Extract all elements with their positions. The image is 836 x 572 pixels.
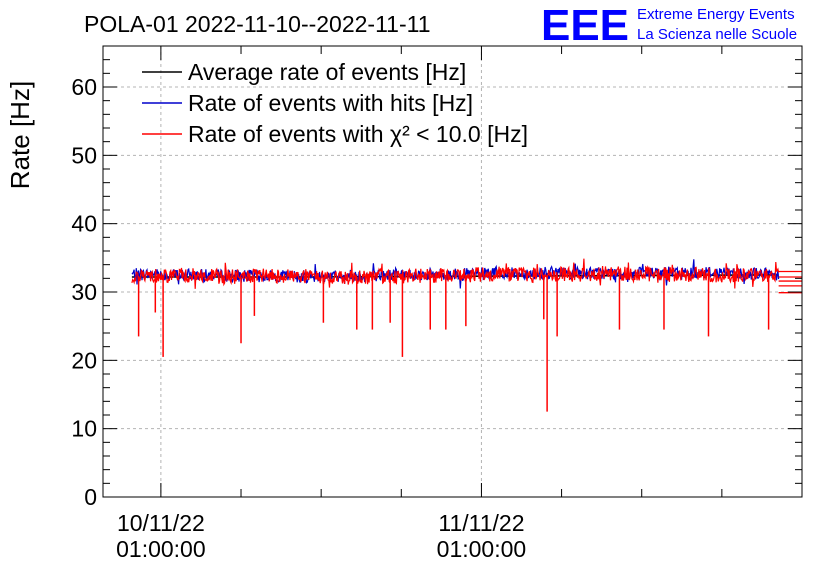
grid-lines <box>103 46 803 497</box>
series-layer <box>131 258 802 412</box>
y-tick-label: 60 <box>71 74 97 100</box>
x-tick-label-date: 11/11/22 <box>438 510 524 536</box>
plot-frame <box>102 45 803 498</box>
legend-label-average: Average rate of events [Hz] <box>188 59 466 85</box>
series-line-chi2 <box>131 258 780 289</box>
eee-logo-line2: La Scienza nelle Scuole <box>637 26 797 43</box>
legend: Average rate of events [Hz] Rate of even… <box>142 59 528 147</box>
y-tick-label: 20 <box>71 347 97 373</box>
eee-logo-line1: Extreme Energy Events <box>637 6 795 23</box>
chart-title: POLA-01 2022-11-10--2022-11-11 <box>84 11 431 37</box>
y-tick-label: 0 <box>84 484 97 510</box>
x-tick-label-date: 10/11/22 <box>117 510 205 536</box>
eee-logo: EEE Extreme Energy Events La Scienza nel… <box>541 1 797 50</box>
x-tick-label-time: 01:00:00 <box>437 536 527 562</box>
eee-logo-text: EEE <box>541 1 629 50</box>
y-tick-label: 50 <box>71 142 97 168</box>
y-tick-label: 10 <box>71 416 97 442</box>
y-tick-label: 30 <box>71 279 97 305</box>
axis-ticks <box>103 45 803 498</box>
x-tick-label-time: 01:00:00 <box>116 536 206 562</box>
y-tick-label: 40 <box>71 211 97 237</box>
legend-label-hits: Rate of events with hits [Hz] <box>188 90 473 116</box>
y-tick-labels: 0 10 20 30 40 50 60 <box>71 74 97 510</box>
series-chi2 <box>131 258 802 412</box>
y-axis-label: Rate [Hz] <box>5 81 35 189</box>
legend-label-chi2: Rate of events with χ² < 10.0 [Hz] <box>188 121 528 147</box>
